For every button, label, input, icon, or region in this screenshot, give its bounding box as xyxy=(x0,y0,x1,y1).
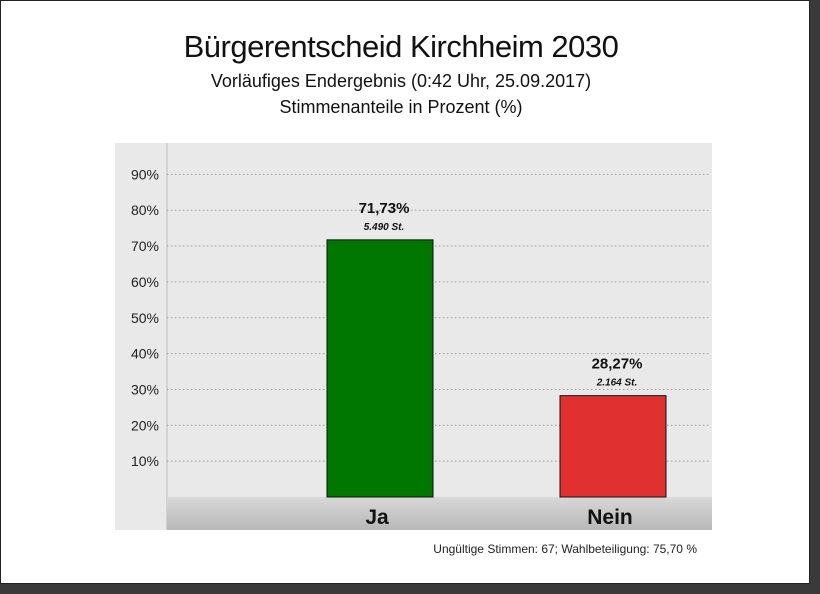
bar-nein xyxy=(559,395,667,498)
footnote: Ungültige Stimmen: 67; Wahlbeteiligung: … xyxy=(433,542,697,556)
y-tick-label: 30% xyxy=(131,381,159,397)
y-tick-label: 80% xyxy=(131,202,159,218)
y-tick-label: 50% xyxy=(131,310,159,326)
chart-title: Bürgerentscheid Kirchheim 2030 xyxy=(183,29,619,64)
chart-subtitle-status: Vorläufiges Endergebnis (0:42 Uhr, 25.09… xyxy=(210,71,592,91)
y-tick-label: 70% xyxy=(131,238,159,254)
bar-value-label: 71,73% xyxy=(359,200,410,217)
bar-ja xyxy=(326,239,434,498)
chart-subtitle-unit: Stimmenanteile in Prozent (%) xyxy=(279,97,523,117)
y-tick-label: 40% xyxy=(131,346,159,362)
bar-value-label: 28,27% xyxy=(592,356,643,373)
category-band xyxy=(167,497,712,530)
y-tick-label: 90% xyxy=(131,166,159,182)
bar-chart: 10% 20% 30% 40% 50% 60% 70% 80% 90% 71,73% 5.490 S… xyxy=(131,143,712,530)
chart-frame: Bürgerentscheid Kirchheim 2030 Vorläufig… xyxy=(0,0,810,584)
category-label: Ja xyxy=(365,506,389,529)
bar-votes-label: 5.490 St. xyxy=(364,222,405,233)
y-tick-label: 20% xyxy=(131,417,159,433)
bar-votes-label: 2.164 St. xyxy=(596,378,638,389)
y-tick-label: 60% xyxy=(131,274,159,290)
y-tick-label: 10% xyxy=(131,453,159,469)
category-label: Nein xyxy=(587,506,633,529)
